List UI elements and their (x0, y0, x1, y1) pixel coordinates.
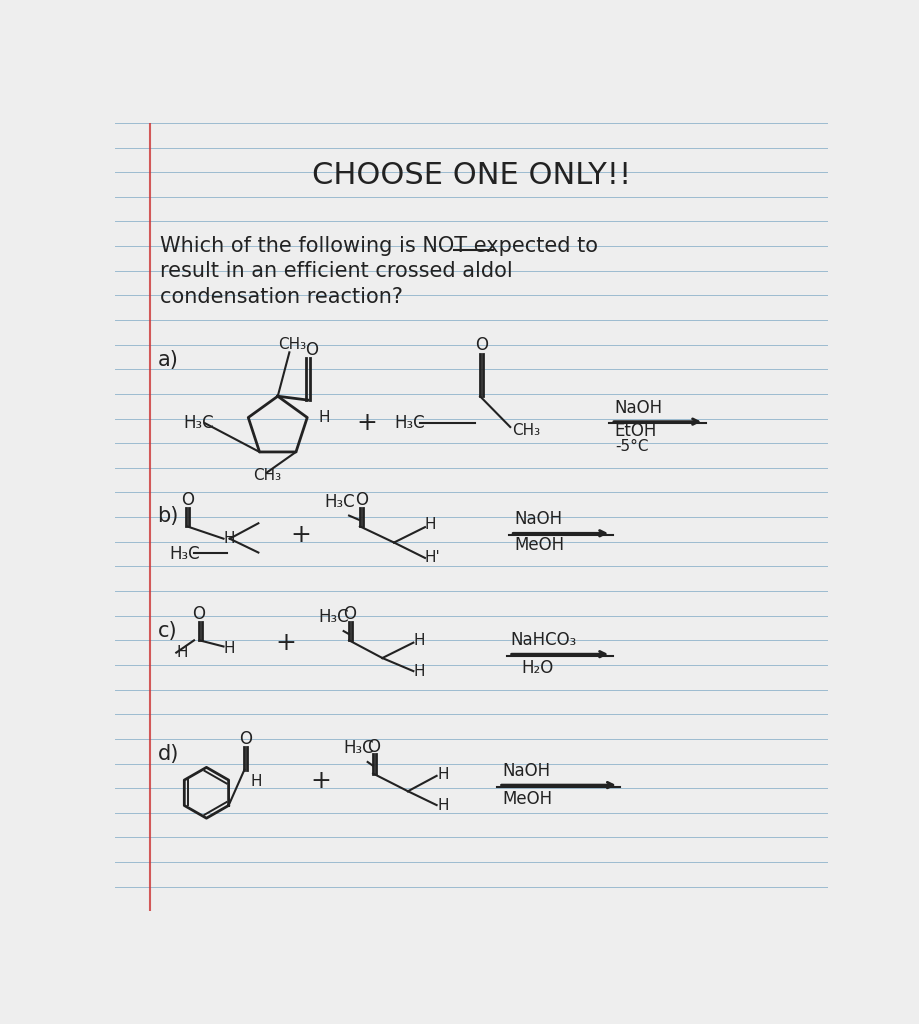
Text: d): d) (157, 744, 179, 764)
Text: O: O (304, 341, 318, 359)
Text: H: H (223, 641, 234, 656)
Text: H: H (437, 798, 448, 813)
Text: b): b) (157, 506, 179, 525)
Text: H₃C: H₃C (323, 494, 355, 512)
Text: +: + (275, 631, 296, 654)
Text: EtOH: EtOH (614, 422, 656, 440)
Text: condensation reaction?: condensation reaction? (160, 287, 403, 307)
Text: H: H (250, 774, 262, 788)
Text: O: O (192, 605, 205, 624)
Text: H₃C: H₃C (169, 545, 199, 563)
Text: +: + (310, 769, 331, 794)
Text: O: O (344, 605, 357, 624)
Text: H₃C: H₃C (319, 608, 349, 627)
Text: O: O (355, 492, 368, 509)
Text: NaOH: NaOH (514, 510, 562, 528)
Text: H₃C: H₃C (344, 739, 374, 757)
Text: MeOH: MeOH (514, 536, 563, 554)
Text: H: H (437, 767, 448, 781)
Text: +: + (290, 523, 312, 547)
Text: O: O (239, 730, 252, 748)
Text: c): c) (157, 622, 177, 641)
Text: H': H' (425, 551, 440, 565)
Text: MeOH: MeOH (502, 790, 552, 808)
Text: H: H (425, 517, 436, 532)
Text: H: H (176, 645, 187, 660)
Text: -5°C: -5°C (614, 438, 648, 454)
Text: H: H (223, 531, 234, 546)
Text: H₃C: H₃C (183, 414, 213, 432)
Text: NaHCO₃: NaHCO₃ (510, 632, 576, 649)
Text: O: O (475, 336, 488, 353)
Text: H: H (413, 665, 425, 679)
Text: O: O (367, 737, 380, 756)
Text: H: H (318, 410, 329, 425)
Text: Which of the following is NOT expected to: Which of the following is NOT expected t… (160, 237, 597, 256)
Text: a): a) (157, 350, 178, 370)
Text: NaOH: NaOH (502, 762, 550, 780)
Text: H₃C: H₃C (393, 414, 425, 432)
Text: result in an efficient crossed aldol: result in an efficient crossed aldol (160, 261, 512, 281)
Text: CH₃: CH₃ (253, 468, 281, 483)
Text: NaOH: NaOH (614, 398, 663, 417)
Text: H: H (413, 633, 425, 648)
Text: CH₃: CH₃ (278, 337, 305, 352)
Text: CHOOSE ONE ONLY!!: CHOOSE ONE ONLY!! (312, 161, 630, 189)
Text: +: + (356, 412, 377, 435)
Text: CH₃: CH₃ (511, 423, 539, 438)
Text: O: O (181, 492, 194, 509)
Text: H₂O: H₂O (521, 659, 553, 677)
